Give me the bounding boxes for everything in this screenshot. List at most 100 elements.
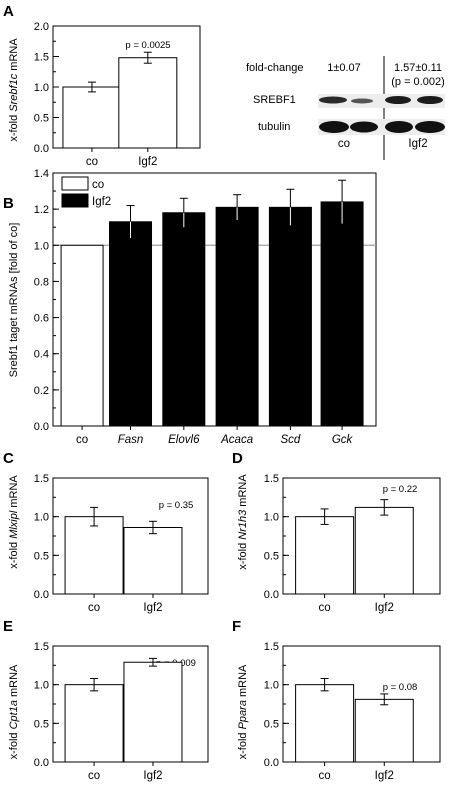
panel-f-category-label: co (319, 770, 331, 782)
legend-swatch-co (61, 176, 89, 191)
panel-e-ylabel: x-fold Cpt1a mRNA (8, 664, 20, 759)
panel-c-category-label: Igf2 (143, 602, 162, 614)
blot-band-tubulin-co2 (350, 121, 378, 133)
blot-co-value: 1±0.07 (327, 62, 361, 74)
panel-b-chart: 0.0 0.2 0.4 0.6 0.8 1.0 1.2 1.4 co Fasn Elovl6 Acac… (34, 168, 377, 446)
panel-c-ytick-label: 1.5 (34, 473, 49, 485)
panel-e-ytick-label: 1.5 (34, 641, 49, 653)
panel-e-ytick-label: 1.0 (34, 680, 49, 692)
blot-igf2-value: 1.57±0.11 (394, 62, 442, 74)
panel-b-bar-acaca (215, 206, 259, 427)
panel-a-bar-igf2 (118, 57, 178, 149)
panel-b-category-label: Gck (332, 434, 354, 446)
panel-e-ytick-label: 0.0 (34, 757, 49, 769)
panel-d-bar-co (295, 516, 355, 595)
panel-a-ytick-label: 0.0 (34, 143, 49, 155)
blot-tubulin-strip (318, 119, 445, 135)
panel-a-ytick-label: 2.0 (34, 21, 49, 33)
panel-b-bar-fasn (109, 221, 153, 427)
blot-srebf1-strip (318, 94, 445, 108)
blot-foldchange-label: fold-change (246, 62, 304, 74)
panel-e-ytick-label: 0.5 (34, 718, 49, 730)
panel-a-ylabel: x-fold Srebf1c mRNA (8, 38, 20, 142)
legend-swatch-igf2 (61, 193, 89, 208)
panel-f-ytick-label: 0.0 (264, 757, 279, 769)
legend-label-co: co (92, 179, 104, 191)
blot-band-tubulin-co1 (319, 121, 349, 133)
panel-e-category-label: Igf2 (143, 770, 162, 782)
panel-b-ylabel: Srebf1 taget mRNAs [fold of co] (8, 223, 20, 378)
panel-d-pvalue: p = 0.22 (383, 484, 418, 495)
panel-f-ylabel: x-fold Ppara mRNA (237, 664, 249, 759)
panel-b-legend: co Igf2 (61, 176, 111, 208)
blot-row-srebf1: SREBF1 (253, 94, 296, 106)
panel-f-chart: 0.0 0.5 1.0 1.5 co Igf2 (264, 641, 441, 782)
panel-e-bar-co (64, 684, 124, 763)
panel-b-category-label: co (76, 434, 88, 446)
panel-d-bar-igf2 (354, 506, 414, 595)
panel-b-category-label: Elovl6 (168, 434, 200, 446)
blot-band-srebf1-co1 (319, 96, 347, 104)
panel-d-ytick-label: 0.0 (264, 589, 279, 601)
panel-a-bar-co (62, 86, 122, 149)
blot-co-label: co (338, 138, 350, 150)
panel-b-bar-scd (268, 206, 312, 427)
blot-igf2-pvalue: (p = 0.002) (391, 76, 445, 88)
panel-b-category-label: Fasn (118, 434, 144, 446)
panel-d-ytick-label: 1.0 (264, 512, 279, 524)
panel-a-category-label: Igf2 (138, 156, 157, 168)
panel-b-bar-elovl6 (162, 212, 206, 427)
panel-d-category-label: co (319, 602, 331, 614)
panel-c-bar-co (64, 516, 124, 595)
panel-b-ytick-label: 1.4 (34, 168, 49, 180)
panel-a-ytick-label: 1.5 (34, 52, 49, 64)
panel-b-ytick-label: 0.8 (34, 276, 49, 288)
panel-f-bar-igf2 (354, 698, 414, 763)
panel-f-ytick-label: 0.5 (264, 718, 279, 730)
panel-c-pvalue: p = 0.35 (159, 500, 194, 511)
panel-letter-b: B (3, 195, 14, 212)
panel-e-category-label: co (88, 770, 100, 782)
panel-letter-c: C (3, 450, 14, 467)
blot-row-tubulin: tubulin (258, 121, 290, 133)
panel-a-blot: fold-change 1±0.07 1.57±0.11 (p = 0.002)… (246, 56, 445, 160)
panel-d-ylabel: x-fold Nr1h3 mRNA (237, 474, 249, 570)
panel-b-bar-co (60, 244, 104, 427)
panel-d-category-label: Igf2 (375, 602, 394, 614)
panel-letter-a: A (3, 3, 14, 20)
panel-a-chart: 0.0 0.5 1.0 1.5 2.0 co Igf2 (34, 21, 201, 168)
panel-letter-d: D (232, 450, 243, 467)
panel-f-pvalue: p = 0.08 (383, 682, 418, 693)
panel-e-chart: 0.0 0.5 1.0 1.5 co Igf2 (34, 641, 209, 782)
panel-letter-f: F (232, 618, 241, 635)
blot-igf2-label: Igf2 (408, 138, 427, 150)
panel-b-ytick-label: 1.2 (34, 204, 49, 216)
panel-c-ytick-label: 1.0 (34, 512, 49, 524)
panel-c-ytick-label: 0.0 (34, 589, 49, 601)
panel-b-ytick-label: 1.0 (34, 240, 49, 252)
panel-b-ytick-label: 0.0 (34, 421, 49, 433)
panel-c-chart: 0.0 0.5 1.0 1.5 co Igf2 (34, 473, 209, 614)
panel-d-ytick-label: 1.5 (264, 473, 279, 485)
panel-f-ytick-label: 1.0 (264, 680, 279, 692)
panel-b-bar-gck (320, 201, 364, 427)
panel-e-bar-igf2 (123, 661, 183, 763)
panel-a-ytick-label: 1.0 (34, 82, 49, 94)
panel-b-ytick-label: 0.2 (34, 385, 49, 397)
panel-b-category-label: Scd (280, 434, 300, 446)
panel-f-category-label: Igf2 (375, 770, 394, 782)
panel-f-bar-co (295, 684, 355, 763)
panel-c-bar-igf2 (123, 526, 183, 595)
blot-band-srebf1-co2 (351, 98, 373, 104)
panel-f-ytick-label: 1.5 (264, 641, 279, 653)
legend-label-igf2: Igf2 (92, 196, 111, 208)
blot-band-srebf1-igf2-2 (417, 96, 443, 104)
panel-a-ytick-label: 0.5 (34, 113, 49, 125)
blot-band-tubulin-igf2-2 (415, 121, 445, 133)
panel-b-category-label: Acaca (220, 434, 253, 446)
panel-b-ytick-label: 0.4 (34, 349, 49, 361)
blot-band-tubulin-igf2-1 (385, 121, 413, 133)
panel-b-ytick-label: 0.6 (34, 313, 49, 325)
panel-letter-e: E (3, 618, 13, 635)
